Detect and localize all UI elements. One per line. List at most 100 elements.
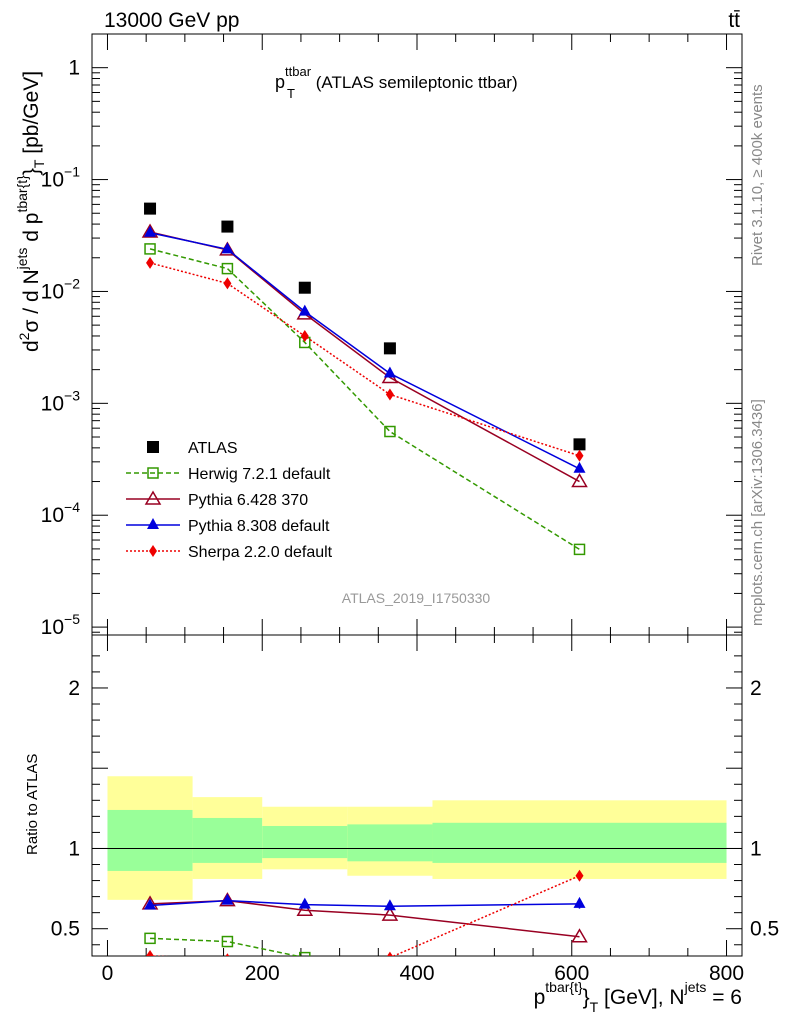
legend-label-pythia-8-308-default: Pythia 8.308 default bbox=[188, 518, 330, 535]
data-point-atlas bbox=[383, 342, 396, 355]
data-point-pythia-8-308-default bbox=[383, 366, 396, 378]
tick-base: 10 bbox=[41, 504, 64, 527]
main-y-tick-label: 10−5 bbox=[41, 611, 81, 639]
energy-label: 13000 GeV pp bbox=[104, 9, 239, 32]
process-label: tt̄ bbox=[728, 9, 740, 32]
ratio-y-tick-label: 1 bbox=[68, 837, 80, 860]
tick-base: 10 bbox=[41, 280, 64, 303]
data-point-sherpa-2-2-0-default bbox=[146, 256, 155, 269]
ratio-x-tick-label: 200 bbox=[245, 962, 280, 985]
tick-base: 10 bbox=[41, 169, 64, 192]
ratio-x-tick-label: 0 bbox=[102, 962, 114, 985]
tick-exponent: −5 bbox=[64, 611, 80, 627]
ratio-y-axis-title: Ratio to ATLAS bbox=[24, 754, 41, 855]
ratio-point-herwig-7-2-1-default bbox=[221, 935, 234, 948]
ratio-point-sherpa-2-2-0-default bbox=[146, 950, 155, 956]
legend-marker-sherpa-2-2-0-default bbox=[149, 545, 157, 557]
data-point-sherpa-2-2-0-default bbox=[300, 329, 309, 342]
plot-title: pttbar (ATLAS semileptonic ttbar) bbox=[275, 64, 518, 92]
x-axis-title: ptbar{t}}T [GeV], Njets = 6 bbox=[534, 979, 742, 1015]
ratio-y-tick-label: 2 bbox=[68, 677, 80, 700]
data-point-herwig-7-2-1-default bbox=[144, 243, 156, 255]
main-y-axis-title: d2σ / d Njets d ptbar{t}}T [pb/GeV] bbox=[14, 71, 47, 352]
data-point-atlas bbox=[221, 220, 234, 233]
series-line-herwig-7-2-1-default bbox=[149, 248, 580, 551]
data-point-herwig-7-2-1-default bbox=[384, 425, 396, 438]
main-y-tick-label: 10−1 bbox=[41, 164, 81, 192]
ratio-x-tick-label: 800 bbox=[709, 962, 744, 985]
ratio-y-tick-label-right: 2 bbox=[750, 677, 762, 700]
data-point-pythia-8-308-default bbox=[298, 304, 311, 316]
ratio-point-pythia-6-428-370 bbox=[381, 906, 399, 921]
inner-band-bin-2 bbox=[262, 825, 348, 859]
legend-label-sherpa-2-2-0-default: Sherpa 2.2.0 default bbox=[188, 544, 333, 561]
ratio-plot-series bbox=[141, 869, 588, 985]
data-point-sherpa-2-2-0-default bbox=[575, 449, 584, 462]
tick-exponent: −2 bbox=[64, 275, 80, 291]
ratio-point-pythia-8-308-default bbox=[383, 899, 396, 911]
ratio-point-sherpa-2-2-0-default bbox=[301, 958, 309, 970]
legend-label-atlas: ATLAS bbox=[188, 440, 238, 457]
data-point-pythia-8-308-default bbox=[221, 242, 234, 254]
data-point-atlas bbox=[573, 438, 586, 451]
tick-exponent: −1 bbox=[64, 164, 80, 180]
data-point-herwig-7-2-1-default bbox=[573, 543, 586, 556]
inner-band-bin-4 bbox=[432, 822, 727, 863]
inner-band-bin-0 bbox=[107, 809, 193, 871]
ratio-x-tick-label: 600 bbox=[554, 962, 589, 985]
plot-title-subscript: T bbox=[287, 86, 295, 101]
ratio-x-tick-label: 400 bbox=[399, 962, 434, 985]
ratio-point-sherpa-2-2-0-default bbox=[225, 953, 230, 956]
analysis-id-label: ATLAS_2019_I1750330 bbox=[342, 590, 491, 606]
inner-band-bin-1 bbox=[192, 817, 263, 863]
data-point-atlas bbox=[144, 202, 157, 215]
ratio-point-pythia-6-428-370 bbox=[219, 892, 236, 907]
data-point-pythia-6-428-370 bbox=[141, 223, 159, 238]
main-y-tick-label: 10−3 bbox=[41, 387, 81, 415]
ratio-point-herwig-7-2-1-default bbox=[144, 932, 156, 945]
data-point-pythia-8-308-default bbox=[573, 461, 586, 473]
ratio-point-pythia-8-308-default bbox=[221, 893, 234, 905]
legend-marker-pythia-6-428-370 bbox=[144, 490, 162, 505]
rivet-version-label: Rivet 3.1.10, ≥ 400k events bbox=[749, 84, 766, 266]
data-point-sherpa-2-2-0-default bbox=[223, 277, 232, 290]
tick-exponent: −4 bbox=[64, 499, 80, 515]
legend-label-pythia-6-428-370: Pythia 6.428 370 bbox=[188, 492, 308, 509]
data-point-pythia-6-428-370 bbox=[571, 473, 588, 488]
tick-exponent: −3 bbox=[64, 387, 80, 403]
ratio-point-pythia-8-308-default bbox=[298, 897, 311, 909]
legend-marker-atlas bbox=[147, 441, 159, 453]
ratio-uncertainty-bands bbox=[92, 776, 742, 900]
main-y-tick-label: 10−4 bbox=[41, 499, 81, 527]
ratio-point-pythia-6-428-370 bbox=[571, 928, 588, 943]
tick-base: 1 bbox=[68, 57, 80, 80]
data-point-atlas bbox=[298, 281, 311, 294]
data-point-herwig-7-2-1-default bbox=[221, 262, 234, 275]
legend-marker-herwig-7-2-1-default bbox=[147, 467, 159, 479]
mcplots-label: mcplots.cern.ch [arXiv:1306.3436] bbox=[749, 399, 766, 626]
ratio-point-herwig-7-2-1-default bbox=[385, 975, 395, 985]
series-line-pythia-8-308-default bbox=[149, 231, 580, 470]
data-point-pythia-8-308-default bbox=[144, 225, 157, 237]
legend-label-herwig-7-2-1-default: Herwig 7.2.1 default bbox=[188, 466, 331, 483]
ratio-point-sherpa-2-2-0-default bbox=[575, 869, 584, 882]
main-y-tick-label: 10−2 bbox=[41, 275, 81, 303]
inner-band-bin-3 bbox=[347, 824, 433, 862]
legend-marker-pythia-8-308-default bbox=[147, 518, 159, 529]
main-plot-series bbox=[141, 202, 588, 556]
ratio-line-sherpa-2-2-0-default bbox=[150, 875, 580, 956]
ratio-y-tick-label-right: 1 bbox=[750, 837, 762, 860]
main-y-tick-label: 1 bbox=[68, 57, 80, 80]
legend: ATLAS Herwig 7.2.1 default Pythia 6.428 37… bbox=[126, 440, 333, 561]
ratio-point-pythia-8-308-default bbox=[144, 898, 157, 910]
ratio-point-pythia-8-308-default bbox=[573, 896, 586, 908]
ratio-y-tick-label-right: 0.5 bbox=[750, 918, 779, 941]
ratio-y-tick-label: 0.5 bbox=[51, 918, 80, 941]
tick-base: 10 bbox=[41, 392, 64, 415]
ratio-point-sherpa-2-2-0-default bbox=[386, 951, 393, 956]
tick-base: 10 bbox=[41, 616, 64, 639]
data-point-sherpa-2-2-0-default bbox=[385, 388, 394, 401]
ratio-point-herwig-7-2-1-default bbox=[299, 951, 311, 956]
